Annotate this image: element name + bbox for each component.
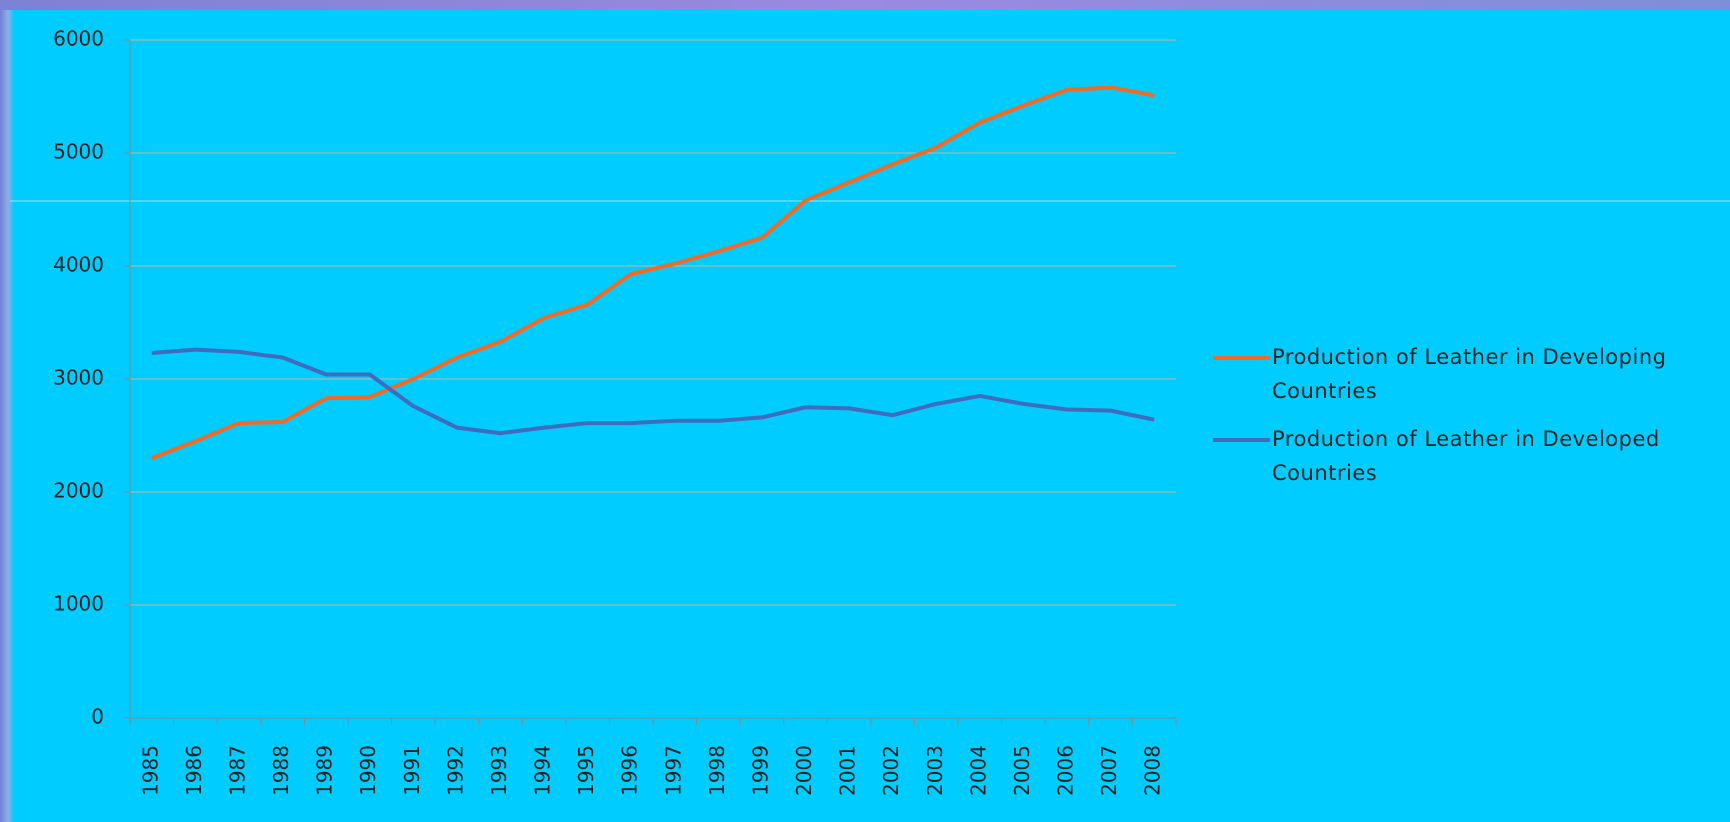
x-tick-label: 1993	[487, 745, 511, 796]
x-tick-label: 1986	[182, 745, 206, 796]
x-tick-label: 2004	[966, 745, 990, 796]
x-tick-label: 1990	[356, 745, 380, 796]
y-tick-label: 2000	[53, 479, 104, 503]
x-tick-label: 1997	[661, 745, 685, 796]
x-tick-label: 2007	[1097, 745, 1121, 796]
y-tick-label: 4000	[53, 253, 104, 277]
x-tick-label: 1985	[138, 745, 162, 796]
x-tick-label: 1987	[225, 745, 249, 796]
x-tick-label: 2003	[923, 745, 947, 796]
top-bar	[0, 0, 1730, 10]
y-tick-label: 1000	[53, 592, 104, 616]
x-tick-label: 1999	[748, 745, 772, 796]
y-tick-label: 6000	[53, 27, 104, 51]
series-line	[151, 85, 1155, 460]
series-line	[151, 347, 1155, 436]
x-tick-label: 1995	[574, 745, 598, 796]
legend-label: Production of Leather in Developing Coun…	[1272, 345, 1667, 403]
legend-label: Production of Leather in Developed Count…	[1272, 427, 1660, 485]
x-tick-label: 1996	[618, 745, 642, 796]
y-tick-label: 3000	[53, 366, 104, 390]
x-tick-label: 1989	[313, 745, 337, 796]
x-tick-label: 2008	[1141, 745, 1165, 796]
x-tick-label: 2005	[1010, 745, 1034, 796]
y-tick-label: 0	[91, 705, 104, 729]
y-tick-label: 5000	[53, 140, 104, 164]
x-tick-label: 2006	[1054, 745, 1078, 796]
x-tick-label: 1991	[400, 745, 424, 796]
x-tick-label: 1994	[531, 745, 555, 796]
x-tick-label: 2002	[879, 745, 903, 796]
x-tick-label: 2001	[836, 745, 860, 796]
x-tick-label: 1998	[705, 745, 729, 796]
x-tick-label: 1988	[269, 745, 293, 796]
x-tick-label: 1992	[443, 745, 467, 796]
x-tick-label: 2000	[792, 745, 816, 796]
